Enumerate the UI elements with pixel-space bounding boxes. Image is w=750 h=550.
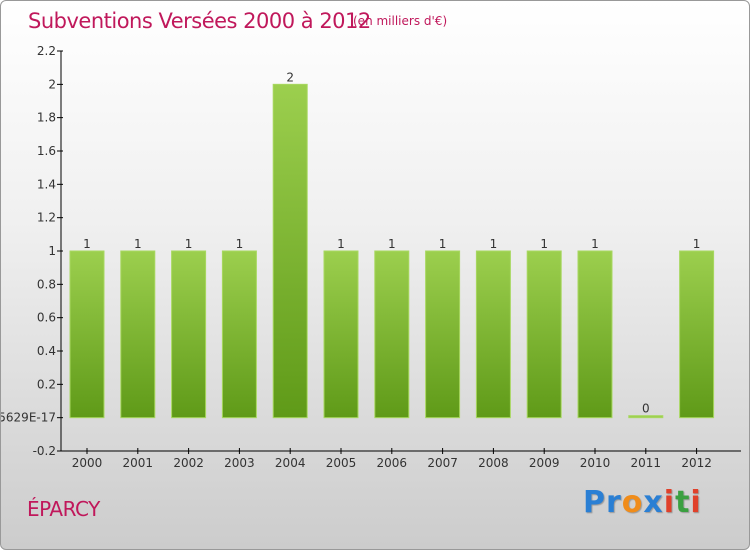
logo-letter: o [621,485,644,520]
x-tick-label: 2006 [377,456,408,470]
data-label: 1 [591,237,599,251]
data-label: 1 [540,237,548,251]
logo-letter: x [643,485,664,520]
x-tick-label: 2005 [326,456,357,470]
y-tick-label: 1.4 [37,177,56,191]
bar-2010 [577,250,613,419]
bar-2001 [120,250,156,419]
x-tick-label: 2000 [72,456,103,470]
y-tick-label: 1 [48,244,56,258]
commune-name: ÉPARCY [27,497,100,521]
logo-letter: i [690,485,702,520]
bar-2007 [425,250,461,419]
bar-2002 [171,250,207,419]
x-tick-label: 2011 [631,456,662,470]
data-label: 1 [236,237,244,251]
y-tick-label: 2.2 [37,44,56,58]
x-tick-label: 2001 [123,456,154,470]
y-tick-label: 0.4 [37,344,56,358]
x-tick-label: 2002 [173,456,204,470]
bar-2004 [272,83,308,419]
y-tick-label: 0.2 [37,377,56,391]
logo-letter: P [583,485,606,520]
y-tick-label: 2 [48,77,56,91]
data-label: 1 [83,237,91,251]
y-tick-label: 1.8 [37,111,56,125]
y-tick-label: 15629E-17 [1,411,56,425]
y-tick-label: 1.2 [37,211,56,225]
bar-2005 [323,250,359,419]
y-tick-label: 1.6 [37,144,56,158]
data-label: 1 [490,237,498,251]
chart-title: Subventions Versées 2000 à 2012 [28,9,371,33]
logo-letter: i [663,485,676,520]
x-tick-label: 2008 [478,456,509,470]
data-label: 1 [439,237,447,251]
y-tick-label: -0.2 [33,444,56,458]
logo-letter: t [675,485,691,520]
x-tick-label: 2012 [681,456,712,470]
data-label: 1 [337,237,345,251]
bar-2006 [374,250,410,419]
x-tick-label: 2007 [427,456,458,470]
data-label: 1 [693,237,701,251]
x-tick-label: 2010 [580,456,611,470]
bar-2000 [69,250,105,419]
bar-2012 [679,250,715,419]
bar-2011 [628,415,664,419]
x-tick-label: 2003 [224,456,255,470]
y-tick-label: 0.6 [37,311,56,325]
logo-letter: r [606,485,622,520]
x-tick-label: 2004 [275,456,306,470]
x-tick-label: 2009 [529,456,560,470]
bar-2003 [221,250,257,419]
chart-unit: (en milliers d'€) [353,14,448,28]
data-label: 1 [185,237,193,251]
data-label: 2 [286,70,294,84]
bar-2009 [526,250,562,419]
proxiti-logo: Proxiti [583,485,702,520]
y-tick-label: 0.8 [37,277,56,291]
data-label: 1 [134,237,142,251]
bar-2008 [475,250,511,419]
data-label: 1 [388,237,396,251]
data-label: 0 [642,402,650,416]
